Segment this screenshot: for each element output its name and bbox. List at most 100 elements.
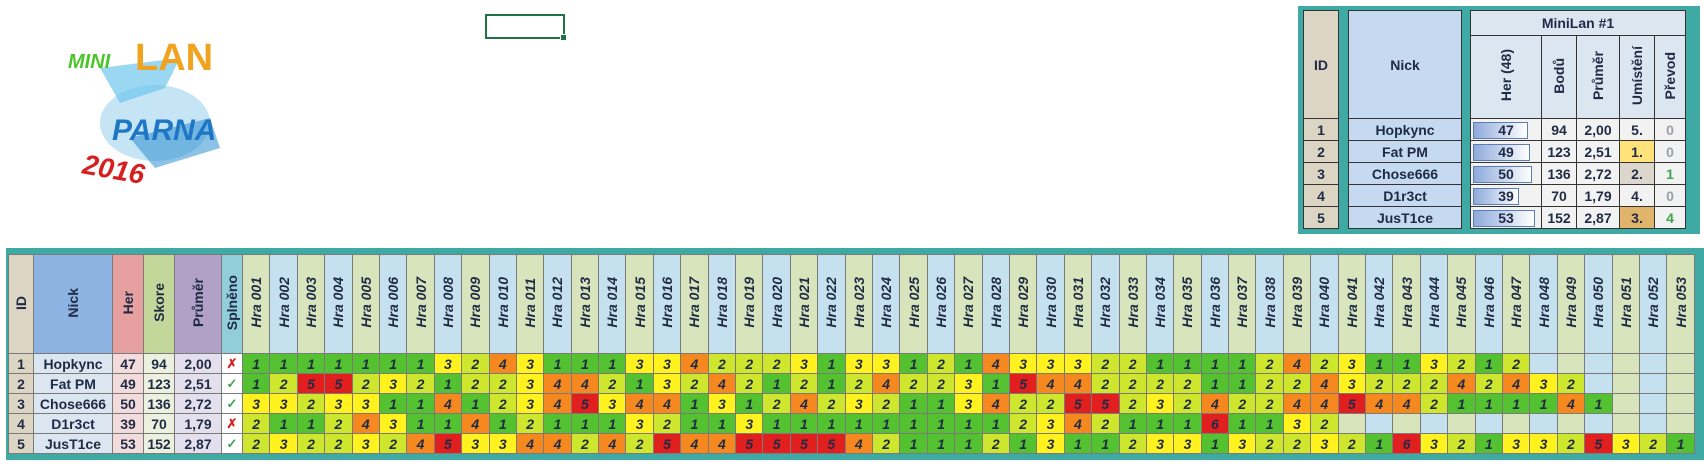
score-cell[interactable]: 3 bbox=[515, 353, 545, 374]
score-cell[interactable]: 1 bbox=[680, 413, 709, 434]
score-cell[interactable]: 1 bbox=[844, 413, 873, 434]
score-cell[interactable]: 1 bbox=[789, 413, 819, 434]
score-cell[interactable]: 3 bbox=[378, 373, 408, 394]
score-cell[interactable] bbox=[1666, 373, 1695, 394]
score-cell[interactable]: 1 bbox=[269, 353, 298, 374]
score-cell[interactable] bbox=[1419, 413, 1449, 434]
score-cell[interactable]: 2 bbox=[1255, 353, 1284, 374]
score-cell[interactable]: 4 bbox=[1365, 393, 1394, 414]
score-cell[interactable]: 1 bbox=[570, 413, 600, 434]
score-cell[interactable] bbox=[1584, 413, 1613, 434]
score-cell[interactable]: 1 bbox=[1200, 373, 1230, 394]
score-cell[interactable]: 1 bbox=[981, 413, 1010, 434]
score-cell[interactable]: 3 bbox=[378, 413, 408, 434]
score-cell[interactable]: 1 bbox=[378, 393, 408, 414]
score-cell[interactable]: 1 bbox=[1501, 393, 1531, 414]
score-cell[interactable]: 3 bbox=[954, 373, 983, 394]
score-cell[interactable]: 4 bbox=[1310, 393, 1339, 414]
score-cell[interactable]: 2 bbox=[1447, 433, 1476, 454]
score-cell[interactable]: 5 bbox=[817, 433, 846, 454]
score-cell[interactable]: 2 bbox=[406, 373, 435, 394]
score-cell[interactable]: 3 bbox=[1419, 433, 1449, 454]
score-cell[interactable]: 1 bbox=[543, 413, 572, 434]
score-cell[interactable]: 2 bbox=[1255, 373, 1284, 394]
score-cell[interactable]: 4 bbox=[981, 393, 1010, 414]
selected-cell[interactable] bbox=[485, 14, 567, 41]
score-cell[interactable]: 2 bbox=[1008, 413, 1038, 434]
score-cell[interactable]: 5 bbox=[789, 433, 819, 454]
score-cell[interactable]: 2 bbox=[570, 433, 600, 454]
score-cell[interactable]: 3 bbox=[241, 393, 271, 414]
score-cell[interactable]: 2 bbox=[1255, 393, 1284, 414]
score-cell[interactable]: 3 bbox=[1036, 433, 1065, 454]
score-cell[interactable]: 2 bbox=[1365, 373, 1394, 394]
score-cell[interactable]: 4 bbox=[1392, 393, 1421, 414]
score-cell[interactable] bbox=[1447, 413, 1476, 434]
score-cell[interactable]: 4 bbox=[680, 433, 709, 454]
score-cell[interactable]: 1 bbox=[406, 413, 435, 434]
score-cell[interactable] bbox=[1666, 413, 1695, 434]
score-cell[interactable] bbox=[1365, 413, 1394, 434]
score-cell[interactable] bbox=[1392, 413, 1421, 434]
score-cell[interactable]: 2 bbox=[1118, 353, 1147, 374]
score-cell[interactable]: 3 bbox=[954, 393, 983, 414]
score-cell[interactable]: 2 bbox=[1173, 373, 1202, 394]
score-cell[interactable]: 3 bbox=[1063, 353, 1093, 374]
score-cell[interactable]: 2 bbox=[680, 373, 709, 394]
score-cell[interactable]: 1 bbox=[625, 373, 654, 394]
score-cell[interactable]: 4 bbox=[515, 433, 545, 454]
score-cell[interactable]: 2 bbox=[1638, 433, 1668, 454]
score-cell[interactable]: 2 bbox=[1255, 433, 1284, 454]
score-cell[interactable]: 2 bbox=[625, 433, 654, 454]
score-cell[interactable]: 2 bbox=[1118, 373, 1147, 394]
score-cell[interactable]: 4 bbox=[652, 393, 682, 414]
score-cell[interactable]: 1 bbox=[1145, 413, 1175, 434]
score-cell[interactable]: 3 bbox=[1282, 413, 1312, 434]
score-cell[interactable]: 1 bbox=[1145, 353, 1175, 374]
score-cell[interactable]: 2 bbox=[351, 373, 380, 394]
score-cell[interactable]: 2 bbox=[269, 373, 298, 394]
score-cell[interactable]: 2 bbox=[461, 353, 490, 374]
score-cell[interactable]: 1 bbox=[954, 433, 983, 454]
score-cell[interactable]: 4 bbox=[598, 433, 627, 454]
score-cell[interactable]: 2 bbox=[1310, 413, 1339, 434]
score-cell[interactable]: 3 bbox=[625, 413, 654, 434]
score-cell[interactable]: 1 bbox=[899, 433, 928, 454]
score-cell[interactable]: 2 bbox=[1118, 393, 1147, 414]
score-cell[interactable]: 5 bbox=[570, 393, 600, 414]
score-cell[interactable]: 2 bbox=[871, 393, 901, 414]
score-cell[interactable]: 4 bbox=[844, 433, 873, 454]
score-cell[interactable]: 2 bbox=[488, 373, 517, 394]
score-cell[interactable]: 1 bbox=[406, 393, 435, 414]
score-cell[interactable] bbox=[1529, 353, 1558, 374]
score-cell[interactable]: 2 bbox=[1501, 353, 1531, 374]
score-cell[interactable]: 1 bbox=[488, 413, 517, 434]
score-cell[interactable]: 3 bbox=[844, 393, 873, 414]
score-cell[interactable]: 5 bbox=[433, 433, 463, 454]
score-cell[interactable]: 4 bbox=[1310, 373, 1339, 394]
score-cell[interactable] bbox=[1501, 413, 1531, 434]
score-cell[interactable]: 4 bbox=[543, 373, 572, 394]
score-cell[interactable]: 1 bbox=[1228, 353, 1257, 374]
score-cell[interactable]: 1 bbox=[1200, 433, 1230, 454]
score-cell[interactable]: 3 bbox=[1337, 373, 1367, 394]
score-cell[interactable]: 1 bbox=[981, 373, 1010, 394]
score-cell[interactable]: 2 bbox=[1173, 393, 1202, 414]
score-cell[interactable]: 4 bbox=[707, 373, 737, 394]
score-cell[interactable]: 1 bbox=[817, 413, 846, 434]
score-cell[interactable]: 2 bbox=[735, 353, 764, 374]
score-cell[interactable]: 1 bbox=[762, 373, 791, 394]
score-cell[interactable]: 2 bbox=[515, 413, 545, 434]
score-cell[interactable]: 4 bbox=[1200, 393, 1230, 414]
score-cell[interactable]: 1 bbox=[1474, 393, 1503, 414]
score-cell[interactable]: 1 bbox=[1228, 373, 1257, 394]
score-cell[interactable] bbox=[1638, 373, 1668, 394]
score-cell[interactable]: 2 bbox=[762, 353, 791, 374]
score-cell[interactable]: 5 bbox=[1008, 373, 1038, 394]
score-cell[interactable]: 3 bbox=[1419, 353, 1449, 374]
score-cell[interactable]: 5 bbox=[1091, 393, 1120, 414]
score-cell[interactable]: 1 bbox=[954, 413, 983, 434]
score-cell[interactable]: 2 bbox=[652, 413, 682, 434]
score-cell[interactable]: 2 bbox=[1008, 393, 1038, 414]
score-cell[interactable]: 1 bbox=[1474, 353, 1503, 374]
